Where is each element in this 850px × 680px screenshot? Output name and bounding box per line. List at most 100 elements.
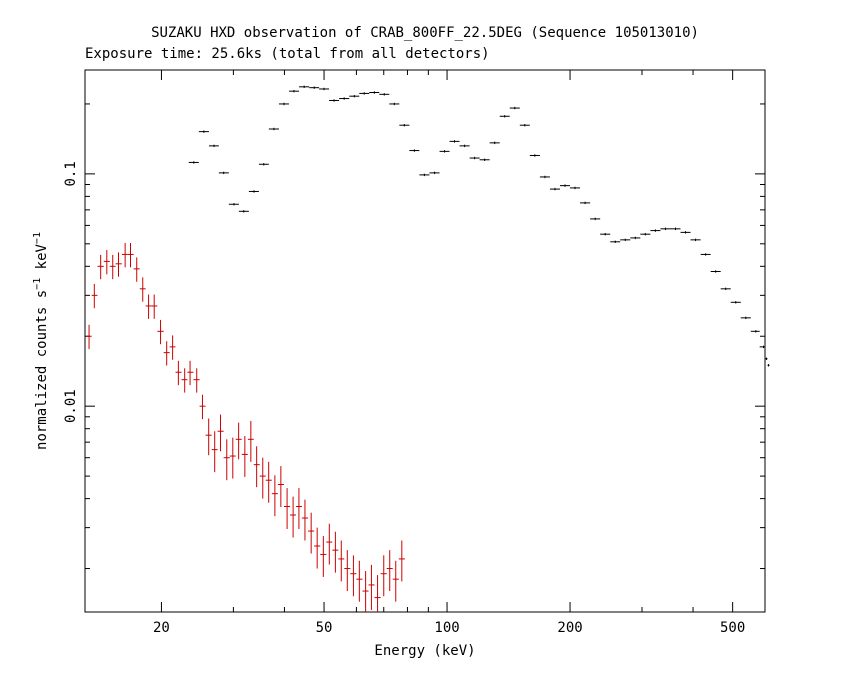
data-point	[259, 457, 266, 499]
data-point	[115, 252, 122, 277]
data-point	[374, 575, 381, 612]
data-point	[549, 187, 560, 191]
data-point	[349, 94, 360, 98]
data-point	[764, 357, 768, 360]
data-point	[157, 319, 164, 345]
data-point	[217, 414, 224, 452]
data-point	[253, 446, 260, 488]
data-point	[121, 242, 128, 268]
data-point	[399, 124, 410, 127]
data-point	[389, 102, 400, 106]
data-point	[356, 560, 363, 602]
data-point	[268, 127, 279, 131]
data-point	[580, 201, 591, 205]
data-point	[290, 496, 297, 538]
data-point	[241, 436, 248, 477]
data-point	[449, 140, 460, 143]
data-point	[650, 229, 661, 232]
y-axis-label-main: normalized counts s	[34, 290, 50, 450]
data-point	[680, 231, 691, 234]
data-point	[314, 527, 321, 569]
data-point	[181, 368, 188, 393]
data-point	[386, 550, 393, 592]
data-point	[187, 360, 194, 386]
data-point	[299, 85, 310, 89]
data-point	[205, 418, 212, 456]
data-point	[398, 540, 405, 582]
data-point	[338, 540, 345, 582]
data-point	[730, 301, 741, 304]
data-point	[690, 238, 701, 242]
data-points	[86, 85, 770, 612]
x-axis: 20 50 100 200 500	[153, 70, 766, 636]
data-point	[359, 92, 370, 95]
data-point	[600, 232, 611, 236]
data-point	[720, 287, 731, 291]
data-point	[409, 149, 420, 152]
data-point	[759, 345, 765, 349]
x-tick-label: 500	[720, 620, 745, 636]
y-axis-label-exp1: −1	[32, 278, 43, 290]
data-point	[559, 184, 571, 187]
data-point	[277, 466, 284, 508]
data-point	[229, 437, 236, 479]
data-point	[145, 294, 152, 319]
data-point	[103, 249, 110, 275]
data-point	[610, 240, 621, 244]
data-point	[169, 335, 176, 360]
plot-frame	[84, 69, 766, 613]
data-point	[670, 227, 681, 231]
data-point	[392, 560, 399, 602]
data-point	[283, 488, 291, 529]
data-point	[151, 294, 158, 319]
data-point	[109, 254, 116, 280]
x-tick-label: 200	[557, 620, 582, 636]
chart-subtitle: Exposure time: 25.6ks (total from all de…	[85, 46, 490, 62]
data-point	[301, 499, 309, 541]
data-point	[326, 523, 333, 565]
data-point	[640, 232, 651, 236]
data-point	[296, 488, 302, 529]
y-axis-label-unit: keV	[34, 243, 50, 277]
series-1	[188, 85, 770, 367]
data-point	[288, 89, 300, 93]
data-point	[519, 124, 530, 127]
data-point	[379, 93, 390, 96]
data-point	[439, 150, 450, 153]
data-point	[309, 86, 320, 89]
data-point	[175, 360, 182, 386]
data-point	[235, 422, 242, 460]
data-point	[350, 555, 357, 597]
data-point	[767, 364, 770, 367]
data-point	[469, 156, 480, 160]
data-point	[329, 99, 340, 102]
data-point	[163, 341, 170, 366]
data-point	[308, 512, 315, 554]
data-point	[710, 270, 721, 273]
data-point	[91, 283, 98, 309]
data-point	[369, 91, 380, 94]
data-point	[344, 550, 351, 592]
data-point	[590, 217, 601, 221]
data-point	[97, 254, 104, 280]
data-point	[362, 570, 369, 612]
data-point	[199, 394, 206, 420]
data-point	[489, 141, 500, 145]
data-point	[509, 106, 520, 110]
data-point	[320, 536, 327, 577]
data-point	[218, 171, 229, 175]
data-point	[247, 420, 254, 462]
data-point	[529, 154, 540, 157]
data-point	[86, 324, 92, 350]
data-point	[380, 555, 387, 597]
y-axis: 0.1 0.01	[63, 103, 765, 570]
data-point	[332, 531, 339, 573]
data-point	[238, 210, 249, 213]
x-tick-label: 20	[153, 620, 170, 636]
data-point	[740, 316, 751, 320]
x-tick-label: 50	[316, 620, 333, 636]
data-point	[750, 330, 760, 333]
y-axis-label: normalized counts s−1 keV−1	[32, 232, 50, 450]
data-point	[271, 475, 278, 517]
